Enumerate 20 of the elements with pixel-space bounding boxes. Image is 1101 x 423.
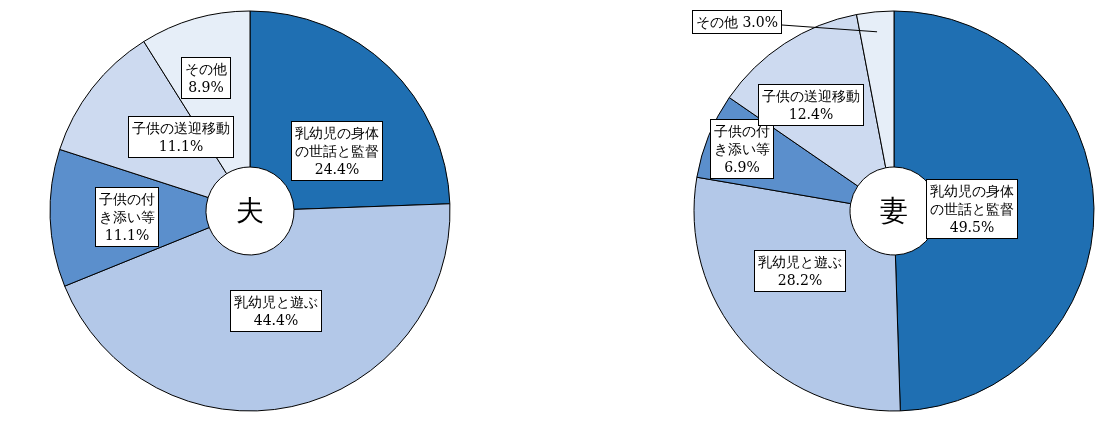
- data-label: 49.5%: [949, 219, 995, 236]
- slice-label: 子供の送迎移動: [132, 120, 230, 136]
- slice-label: 乳幼児の身体の世話と監督: [295, 125, 379, 160]
- slice-label: 乳幼児と遊ぶ: [758, 254, 842, 270]
- data-label: 24.4%: [314, 161, 360, 178]
- data-label: 12.4%: [788, 106, 834, 123]
- data-label: 6.9%: [724, 159, 760, 176]
- slice-label: その他 3.0%: [696, 14, 779, 30]
- slice-label: 子供の送迎移動: [762, 88, 860, 104]
- slice-label: 乳幼児の身体の世話と監督: [930, 183, 1014, 218]
- data-label: 8.9%: [188, 79, 224, 96]
- text: 妻: [880, 194, 908, 227]
- slice-label: 乳幼児と遊ぶ: [234, 294, 318, 310]
- slice-label: 子供の付き添い等: [99, 191, 155, 226]
- data-label: 44.4%: [253, 312, 299, 329]
- data-label: 11.1%: [158, 138, 204, 155]
- text: 夫: [236, 194, 264, 227]
- slice-label: その他: [185, 61, 227, 77]
- data-label: 28.2%: [777, 272, 823, 289]
- data-label: 11.1%: [104, 227, 150, 244]
